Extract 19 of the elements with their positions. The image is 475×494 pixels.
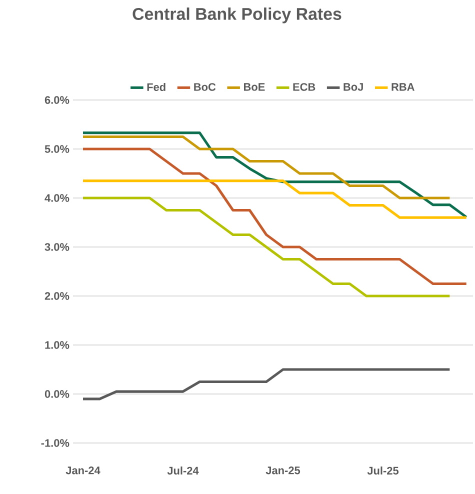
x-tick-label: Jul-25 <box>367 466 399 475</box>
y-tick-label: 0.0% <box>44 390 70 398</box>
y-tick-label: 4.0% <box>44 194 70 202</box>
y-tick-label: 5.0% <box>44 145 70 153</box>
legend-label: BoE <box>244 83 265 91</box>
x-tick-label: Jul-24 <box>167 466 199 475</box>
legend-label: RBA <box>392 83 414 91</box>
y-tick-label: 1.0% <box>45 341 70 349</box>
legend-label: Fed <box>147 82 166 91</box>
legend-label: BoJ <box>344 83 363 91</box>
legend-label: ECB <box>293 83 316 91</box>
chart-title: Central Bank Policy Rates <box>132 8 342 24</box>
y-tick-label: -1.0% <box>41 439 70 447</box>
x-tick-label: Jan-24 <box>66 466 100 474</box>
y-tick-label: 3.0% <box>44 243 70 251</box>
y-tick-label: 2.0% <box>44 292 70 300</box>
y-tick-label: 6.0% <box>44 96 70 104</box>
x-tick-label: Jan-25 <box>266 466 300 474</box>
legend-label: BoC <box>194 83 216 91</box>
